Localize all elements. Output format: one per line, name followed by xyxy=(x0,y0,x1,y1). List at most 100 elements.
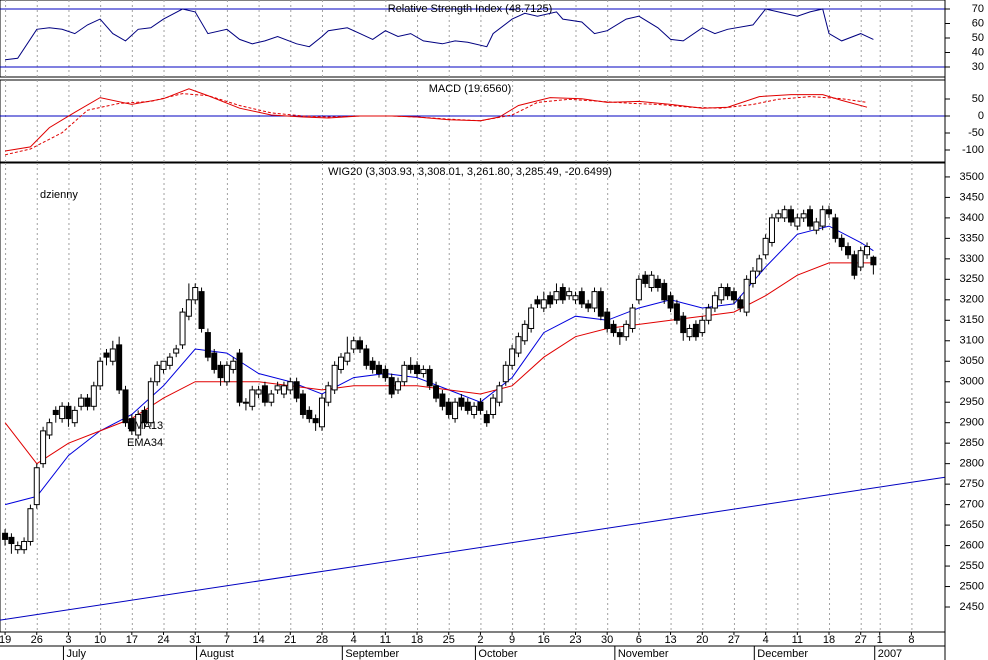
x-tick-label: 1 xyxy=(877,634,883,646)
candle-body xyxy=(794,217,801,227)
y-tick-label: 2650 xyxy=(960,519,984,531)
y-tick-label: 3050 xyxy=(960,355,984,367)
x-tick-label: 7 xyxy=(224,634,230,646)
y-tick-label: 3500 xyxy=(960,171,984,183)
y-tick-label: 2450 xyxy=(960,601,984,613)
x-tick-label: 27 xyxy=(728,634,740,646)
candle-body xyxy=(711,295,718,309)
y-tick-label: -100 xyxy=(962,144,984,156)
candle-body xyxy=(14,545,21,551)
candle-body xyxy=(509,348,516,366)
candle-body xyxy=(249,389,256,407)
candle-body xyxy=(388,377,395,395)
candle-body xyxy=(807,209,813,227)
candle-body xyxy=(84,397,91,407)
candle-body xyxy=(787,209,794,223)
candle-body xyxy=(845,246,852,256)
candle-body xyxy=(337,356,344,370)
x-tick-label: 31 xyxy=(189,634,201,646)
candle-body xyxy=(635,278,642,301)
candle-body xyxy=(730,291,737,301)
candle-body xyxy=(363,348,370,366)
candle-body xyxy=(464,401,471,411)
candle-body xyxy=(826,209,833,215)
panel-title: MACD (19.6560) xyxy=(429,83,512,95)
x-tick-label: 4 xyxy=(763,634,769,646)
candle-body xyxy=(775,213,782,219)
candle-body xyxy=(705,307,712,321)
x-tick-label: 4 xyxy=(351,634,357,646)
x-tick-label: 30 xyxy=(601,634,613,646)
legend-label: EMA13 xyxy=(127,420,163,432)
candle-body xyxy=(521,323,528,342)
candle-body xyxy=(420,368,427,375)
x-tick-label: 11 xyxy=(380,634,391,646)
y-tick-label: 2850 xyxy=(960,437,984,449)
candle-body xyxy=(819,209,826,227)
legend-label: EMA34 xyxy=(127,437,163,449)
y-tick-label: 3000 xyxy=(960,376,984,388)
candle-body xyxy=(318,397,325,428)
candle-body xyxy=(578,291,585,305)
candle-body xyxy=(743,278,750,313)
candle-body xyxy=(686,327,693,338)
candle-body xyxy=(597,291,604,317)
candle-body xyxy=(166,356,173,366)
x-tick-label: 24 xyxy=(157,634,169,646)
x-tick-label: 21 xyxy=(284,634,296,646)
x-tick-label: 25 xyxy=(443,634,455,646)
candle-body xyxy=(198,291,205,329)
candle-body xyxy=(699,319,706,334)
candle-body xyxy=(116,344,123,391)
candle-body xyxy=(357,340,363,350)
candle-body xyxy=(604,311,611,329)
candle-body xyxy=(433,385,440,399)
month-label: December xyxy=(757,648,808,660)
candle-body xyxy=(566,291,573,297)
candle-body xyxy=(426,368,433,387)
y-tick-label: -50 xyxy=(968,127,984,139)
candle-body xyxy=(407,364,414,370)
candle-body xyxy=(331,364,338,391)
candle-body xyxy=(800,213,807,219)
y-tick-label: 2950 xyxy=(960,396,984,408)
candle-body xyxy=(458,397,465,407)
candle-body xyxy=(629,307,636,329)
candle-body xyxy=(496,385,503,403)
candle-body xyxy=(299,393,306,415)
candle-body xyxy=(813,221,820,231)
candle-body xyxy=(147,381,154,424)
candle-body xyxy=(762,237,769,256)
candle-body xyxy=(648,274,655,289)
candle-body xyxy=(692,323,699,338)
x-tick-label: 18 xyxy=(411,634,423,646)
candle-body xyxy=(483,413,490,424)
candle-body xyxy=(287,381,294,391)
y-tick-label: 3350 xyxy=(960,232,984,244)
x-tick-label: 9 xyxy=(509,634,515,646)
candle-body xyxy=(71,409,78,424)
candle-body xyxy=(325,385,332,403)
x-tick-label: 3 xyxy=(65,634,71,646)
candle-body xyxy=(553,291,560,301)
candle-body xyxy=(439,393,446,407)
candle-body xyxy=(623,323,630,338)
candle-body xyxy=(154,364,161,383)
y-tick-label: 2900 xyxy=(960,417,984,429)
candle-body xyxy=(52,409,59,415)
candle-body xyxy=(33,467,40,506)
candle-body xyxy=(103,352,110,358)
candle-body xyxy=(515,336,522,354)
y-tick-label: 2700 xyxy=(960,499,984,511)
candle-body xyxy=(65,405,72,420)
y-tick-label: 3400 xyxy=(960,212,984,224)
candle-body xyxy=(179,311,186,346)
candle-body xyxy=(864,246,871,256)
y-tick-label: 3250 xyxy=(960,273,984,285)
x-tick-label: 8 xyxy=(908,634,914,646)
candle-body xyxy=(128,418,135,432)
candle-body xyxy=(851,254,858,276)
candle-body xyxy=(236,352,243,403)
candle-body xyxy=(654,278,661,289)
